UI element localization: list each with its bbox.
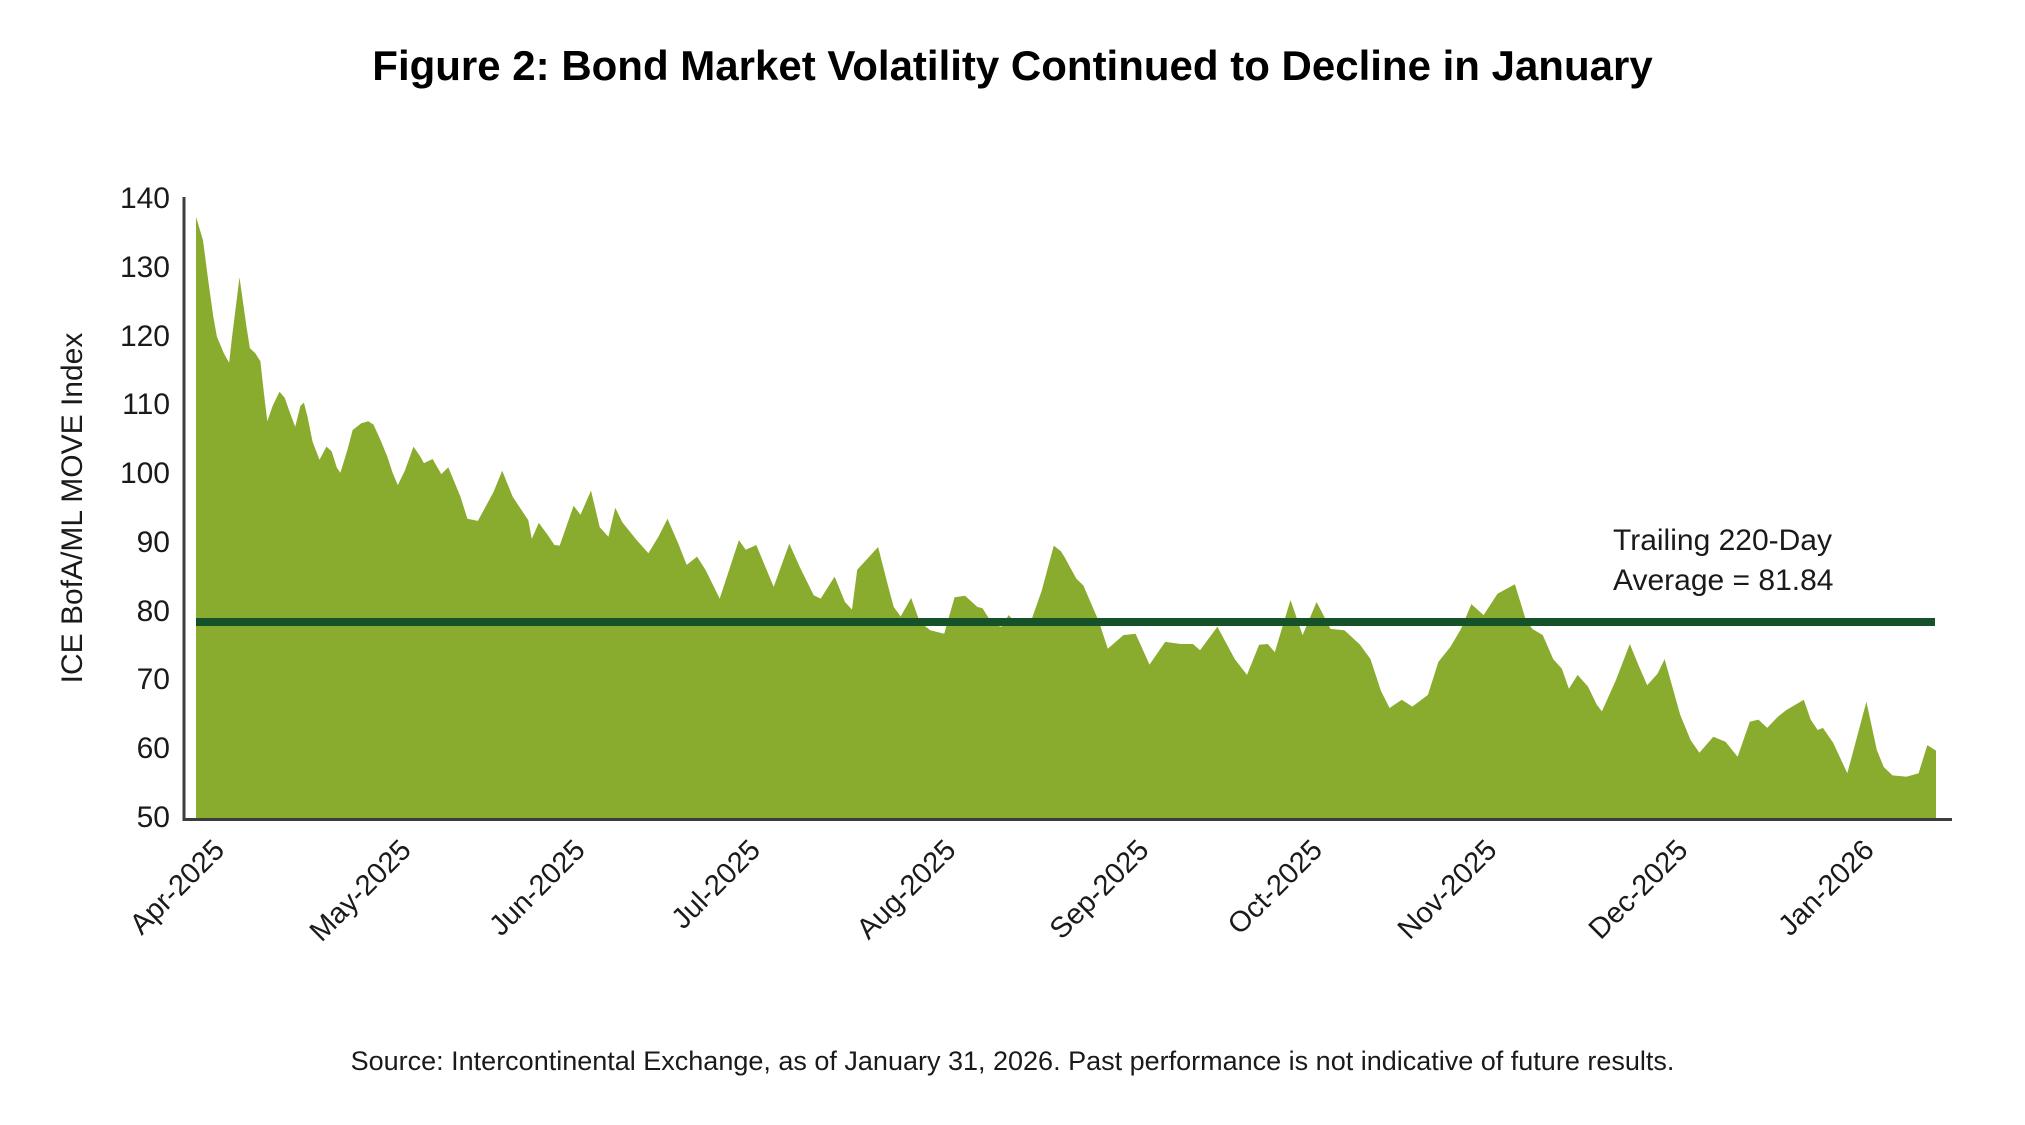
y-tick-label: 90 [136, 525, 170, 559]
average-annotation-line1: Trailing 220-Day [1613, 524, 1832, 557]
figure-title: Figure 2: Bond Market Volatility Continu… [372, 42, 1653, 89]
y-tick-label: 140 [119, 182, 170, 215]
y-tick-label: 50 [136, 801, 170, 834]
y-tick-label: 110 [122, 388, 170, 422]
y-tick-label: 120 [119, 319, 170, 353]
y-tick-label: 100 [119, 457, 170, 491]
source-note: Source: Intercontinental Exchange, as of… [350, 1046, 1675, 1076]
move-index-area [196, 216, 1936, 818]
y-tick-label: 60 [136, 732, 170, 766]
y-tick-label: 70 [136, 663, 170, 697]
average-annotation: Trailing 220-Day Average = 81.84 [1613, 521, 1833, 601]
average-annotation-line2: Average = 81.84 [1613, 564, 1834, 597]
y-tick-label: 80 [136, 594, 170, 628]
y-tick-label: 130 [119, 250, 170, 284]
trailing-average-line [196, 618, 1935, 626]
